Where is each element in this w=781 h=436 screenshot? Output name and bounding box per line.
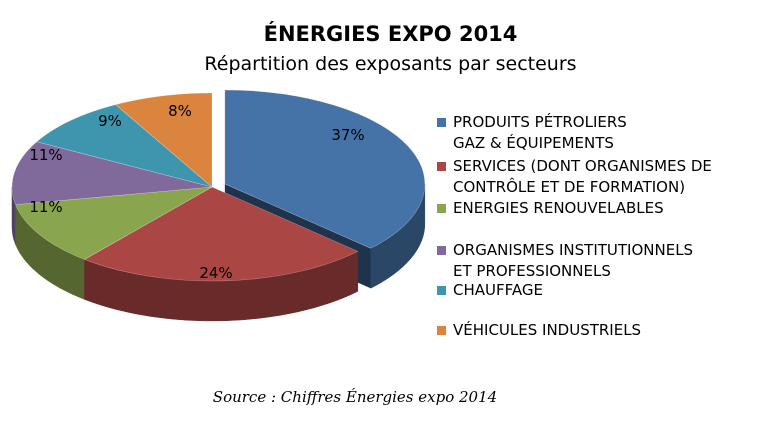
slice-percent-label: 8% (168, 102, 192, 120)
pie-slice (224, 89, 426, 249)
legend-swatch (437, 246, 446, 255)
slice-percent-label: 9% (98, 112, 122, 130)
legend-swatch (437, 286, 446, 295)
pie-slice (83, 186, 359, 282)
legend-swatch (437, 326, 446, 335)
legend-label: ORGANISMES INSTITUTIONNELS ET PROFESSION… (453, 241, 694, 280)
legend-label: ENERGIES RENOUVELABLES (453, 199, 664, 217)
slice-percent-label: 11% (29, 198, 62, 216)
legend-label: SERVICES (DONT ORGANISMES DE CONTRÔLE ET… (453, 157, 712, 196)
slice-percent-label: 11% (29, 146, 62, 164)
legend-swatch (437, 118, 446, 127)
legend-swatch (437, 204, 446, 213)
pie-slice (36, 104, 213, 188)
slice-percent-label: 37% (331, 126, 364, 144)
chart-title: ÉNERGIES EXPO 2014 (263, 22, 518, 46)
pie-slice (11, 141, 213, 205)
pie-slice (15, 186, 213, 260)
chart-subtitle: Répartition des exposants par secteurs (204, 53, 577, 75)
pie-tops (11, 89, 426, 282)
chart-source: Source : Chiffres Énergies expo 2014 (212, 388, 498, 406)
pie-labels: 37% 24% 11% 11% 9% 8% (29, 102, 364, 282)
legend-swatch (437, 162, 446, 171)
legend-label: PRODUITS PÉTROLIERS GAZ & ÉQUIPEMENTS (453, 113, 627, 152)
legend-label: VÉHICULES INDUSTRIELS (453, 321, 642, 339)
pie-slice (115, 92, 213, 188)
slice-percent-label: 24% (199, 264, 232, 282)
legend-label: CHAUFFAGE (453, 281, 543, 299)
